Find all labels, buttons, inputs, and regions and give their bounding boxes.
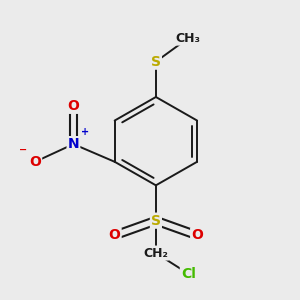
Text: O: O (68, 99, 80, 113)
Text: −: − (19, 145, 28, 155)
Text: O: O (29, 155, 41, 169)
Text: O: O (191, 228, 203, 242)
Text: +: + (81, 127, 89, 137)
Text: CH₂: CH₂ (143, 247, 168, 260)
Text: S: S (151, 55, 161, 69)
Text: Cl: Cl (181, 267, 196, 281)
Text: CH₃: CH₃ (176, 32, 201, 45)
Text: S: S (151, 214, 161, 228)
Text: O: O (109, 228, 121, 242)
Text: N: N (68, 137, 79, 151)
